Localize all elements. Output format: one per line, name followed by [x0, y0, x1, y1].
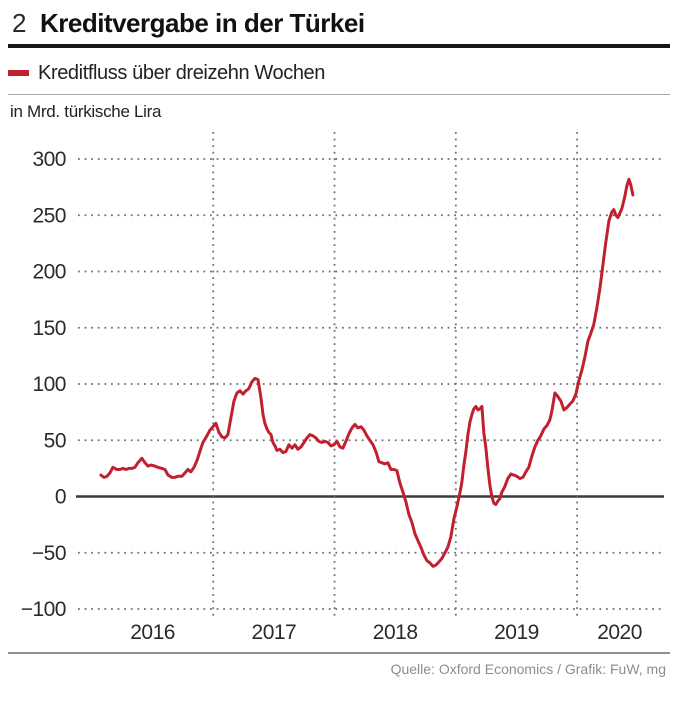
figure-number: 2 — [12, 8, 26, 38]
y-tick-label: 300 — [32, 148, 66, 171]
y-tick-label: −100 — [21, 598, 66, 621]
legend-label: Kreditfluss über dreizehn Wochen — [38, 61, 325, 84]
figure: 2 Kreditvergabe in der Türkei Kreditflus… — [0, 8, 678, 702]
x-tick-label: 2020 — [597, 621, 642, 644]
y-tick-label: −50 — [32, 542, 66, 565]
legend-swatch — [8, 70, 29, 76]
chart-legend: Kreditfluss über dreizehn Wochen — [8, 60, 670, 86]
credit-flow-chart: 300 250 200 150 100 50 0 −50 −100 2016 2017 2018 201… — [21, 132, 664, 644]
x-tick-label: 2017 — [252, 621, 297, 644]
x-tick-label: 2016 — [130, 621, 175, 644]
y-tick-label: 50 — [44, 429, 66, 452]
figure-header: 2 Kreditvergabe in der Türkei — [12, 8, 668, 39]
x-tick-label: 2018 — [373, 621, 418, 644]
y-axis-unit-label: in Mrd. türkische Lira — [10, 102, 162, 121]
legend-rule — [8, 94, 670, 95]
page-title: Kreditvergabe in der Türkei — [39, 8, 365, 38]
y-tick-label: 0 — [55, 486, 66, 509]
y-tick-label: 100 — [32, 373, 66, 396]
credit-flow-series-line — [99, 177, 635, 568]
y-tick-label: 250 — [32, 204, 66, 227]
y-tick-label: 200 — [32, 261, 66, 284]
y-tick-label: 150 — [32, 317, 66, 340]
source-credit: Quelle: Oxford Economics / Grafik: FuW, … — [390, 661, 666, 677]
x-tick-label: 2019 — [494, 621, 539, 644]
title-rule — [8, 44, 670, 48]
footer-rule — [8, 652, 670, 654]
